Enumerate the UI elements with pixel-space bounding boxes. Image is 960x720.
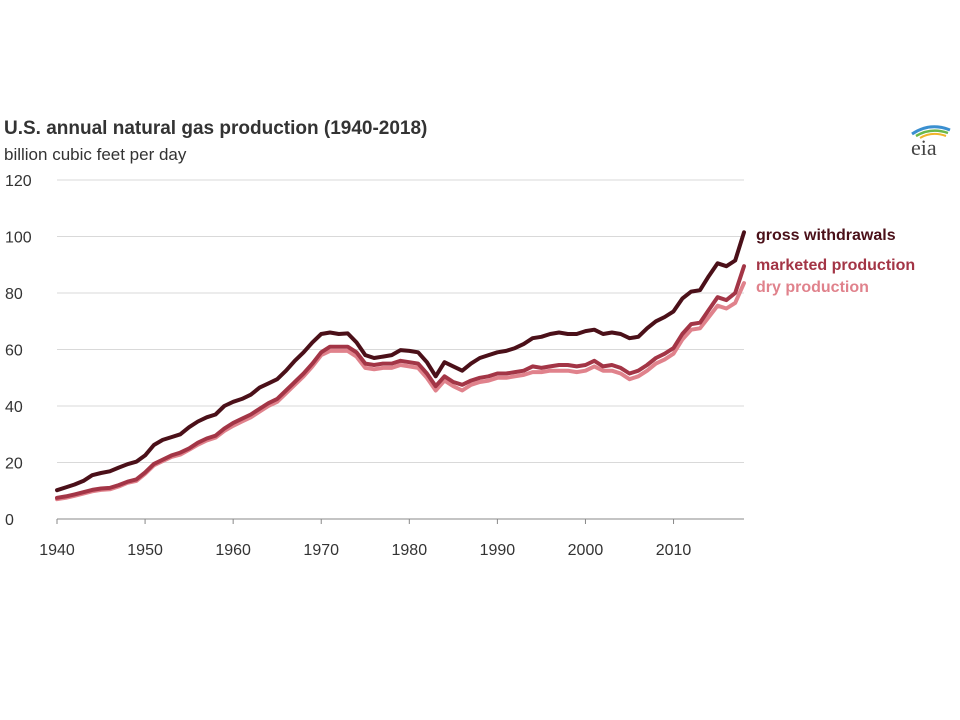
grid-lines [57, 179, 744, 463]
x-tick-label-1970: 1970 [303, 542, 339, 559]
x-tick-label-2010: 2010 [656, 542, 692, 559]
eia-logo: eia [911, 125, 951, 160]
x-tick-label-1940: 1940 [39, 542, 75, 559]
y-tick-label-120: 120 [5, 173, 32, 190]
x-tick-label-1980: 1980 [392, 542, 428, 559]
y-tick-label-80: 80 [5, 286, 23, 303]
series-labels: gross withdrawals marketed production dry … [756, 227, 915, 296]
logo-text: eia [911, 135, 937, 160]
series-line-dry-production [55, 281, 746, 502]
y-tick-label-100: 100 [5, 230, 32, 247]
chart-title: U.S. annual natural gas production (1940… [4, 118, 428, 139]
series-label-gross-withdrawals: gross withdrawals [756, 227, 896, 244]
x-tick-label-1950: 1950 [127, 542, 163, 559]
series-label-dry-production: dry production [756, 279, 869, 296]
x-axis-tick-labels: 1940 1950 1960 1970 1980 1990 2000 2010 [39, 542, 691, 559]
series-line-gross-withdrawals [55, 230, 746, 493]
logo-arc-yellow [919, 132, 947, 139]
y-axis-tick-labels: 0 20 40 60 80 100 120 [5, 173, 32, 529]
x-tick-label-1960: 1960 [215, 542, 251, 559]
x-tick-label-2000: 2000 [568, 542, 604, 559]
x-tick-label-1990: 1990 [480, 542, 516, 559]
y-tick-label-20: 20 [5, 456, 23, 473]
y-tick-label-40: 40 [5, 399, 23, 416]
series-label-marketed-production: marketed production [756, 257, 915, 274]
logo-arc-blue [911, 125, 951, 136]
y-tick-label-0: 0 [5, 512, 14, 529]
x-axis [56, 518, 744, 524]
logo-arc-green [915, 129, 949, 138]
chart-subtitle: billion cubic feet per day [4, 145, 187, 164]
series-lines [55, 230, 746, 502]
series-line-marketed-production [55, 264, 746, 500]
y-tick-label-60: 60 [5, 343, 23, 360]
